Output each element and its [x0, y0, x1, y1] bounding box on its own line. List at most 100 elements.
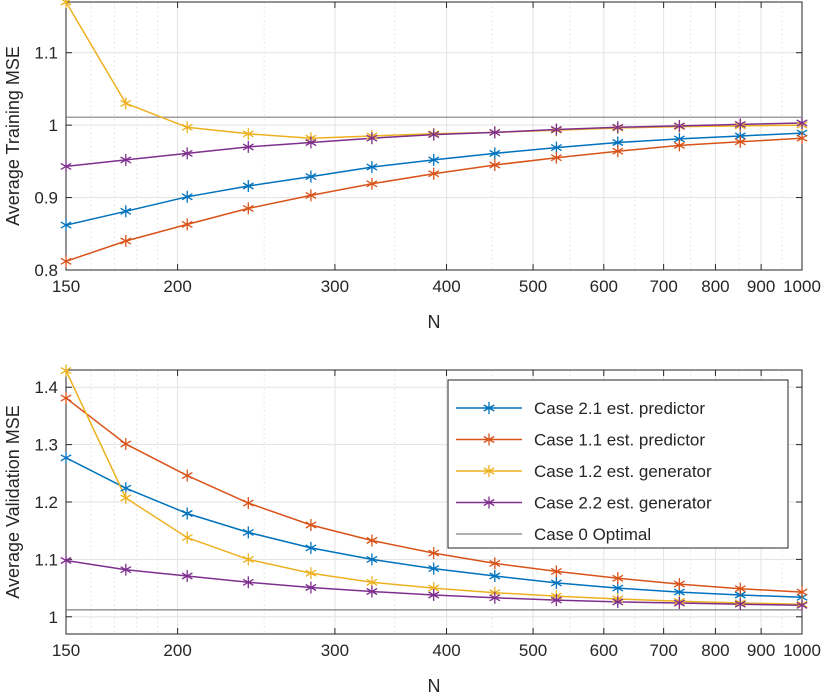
legend: Case 2.1 est. predictor Case 1.1 est. pre…: [447, 379, 789, 549]
data-point: [489, 591, 501, 604]
data-point: [796, 586, 808, 599]
x-tick-label: 200: [163, 277, 191, 296]
data-point: [612, 145, 624, 158]
data-point: [305, 189, 317, 202]
data-point: [60, 255, 72, 268]
data-point: [60, 219, 72, 232]
y-tick-label: 0.9: [34, 189, 58, 208]
x-tick-label: 1000: [783, 277, 821, 296]
x-tick-label: 900: [747, 277, 775, 296]
data-point: [305, 567, 317, 580]
y-axis-label: Average Validation MSE: [3, 405, 23, 598]
data-point: [366, 585, 378, 598]
legend-label: Case 2.2 est. generator: [534, 494, 712, 513]
data-point: [242, 127, 254, 140]
data-point: [489, 126, 501, 139]
data-point: [242, 202, 254, 215]
y-tick-label: 1: [49, 116, 58, 135]
data-point: [120, 563, 132, 576]
x-tick-label: 150: [52, 641, 80, 660]
x-tick-label: 600: [590, 277, 618, 296]
legend-label: Case 0 Optimal: [534, 525, 651, 544]
x-tick-label: 300: [321, 277, 349, 296]
x-tick-label: 200: [163, 641, 191, 660]
data-point: [550, 151, 562, 164]
data-point: [242, 497, 254, 510]
data-point: [120, 153, 132, 166]
legend-marker: [483, 496, 495, 509]
x-tick-label: 800: [701, 641, 729, 660]
data-point: [550, 576, 562, 589]
legend-entry: Case 1.2 est. generator: [456, 462, 712, 481]
data-point: [612, 595, 624, 608]
data-point: [366, 161, 378, 174]
x-tick-label: 900: [747, 641, 775, 660]
legend-label: Case 1.2 est. generator: [534, 462, 712, 481]
legend-marker: [483, 465, 495, 477]
data-point: [673, 578, 685, 591]
data-point: [734, 582, 746, 595]
data-point: [612, 572, 624, 585]
data-point: [796, 117, 808, 129]
data-point: [673, 597, 685, 609]
data-point: [181, 218, 193, 231]
legend-entry: Case 0 Optimal: [456, 525, 651, 544]
legend-entry: Case 2.2 est. generator: [456, 494, 712, 513]
data-point: [120, 235, 132, 247]
data-point: [181, 121, 193, 134]
x-axis-label: N: [428, 676, 441, 696]
y-tick-label: 1.4: [34, 378, 58, 397]
x-tick-label: 150: [52, 277, 80, 296]
y-axis-label: Average Training MSE: [3, 46, 23, 226]
x-tick-label: 600: [590, 641, 618, 660]
data-point: [60, 364, 72, 377]
legend-entry: Case 1.1 est. predictor: [456, 431, 705, 450]
data-point: [60, 160, 72, 173]
data-point: [428, 589, 440, 601]
data-point: [734, 598, 746, 611]
y-tick-label: 1: [49, 608, 58, 627]
data-point: [428, 167, 440, 180]
data-point: [60, 0, 72, 8]
data-point: [242, 576, 254, 589]
data-point: [796, 599, 808, 612]
data-point: [428, 547, 440, 560]
data-point: [612, 121, 624, 134]
data-point: [366, 553, 378, 566]
data-point: [489, 557, 501, 570]
data-point: [428, 562, 440, 575]
data-point: [550, 123, 562, 136]
data-point: [366, 132, 378, 145]
x-tick-label: 800: [701, 277, 729, 296]
data-point: [120, 205, 132, 218]
y-tick-label: 1.1: [34, 44, 58, 63]
y-tick-label: 1.2: [34, 493, 58, 512]
training-mse-panel: 150 200 300 400 500 600 700 800 900 1000 0.8 0.9 1 1.…: [3, 0, 821, 332]
data-point: [60, 392, 72, 405]
y-tick-label: 0.8: [34, 261, 58, 280]
data-point: [734, 118, 746, 131]
data-point: [181, 507, 193, 520]
data-point: [428, 153, 440, 166]
data-point: [673, 139, 685, 152]
x-tick-label: 400: [432, 641, 460, 660]
data-point: [550, 594, 562, 607]
data-point: [489, 147, 501, 160]
data-point: [242, 526, 254, 539]
data-point: [60, 451, 72, 464]
data-point: [242, 140, 254, 153]
data-point: [120, 492, 132, 504]
y-tick-label: 1.3: [34, 436, 58, 455]
legend-marker: [483, 402, 495, 414]
data-point: [181, 147, 193, 160]
data-point: [428, 128, 440, 141]
data-point: [305, 541, 317, 554]
legend-marker: [483, 433, 495, 446]
data-point: [366, 177, 378, 190]
data-point: [181, 570, 193, 582]
data-point: [489, 159, 501, 171]
data-point: [181, 469, 193, 482]
data-point: [305, 170, 317, 183]
data-point: [366, 534, 378, 547]
